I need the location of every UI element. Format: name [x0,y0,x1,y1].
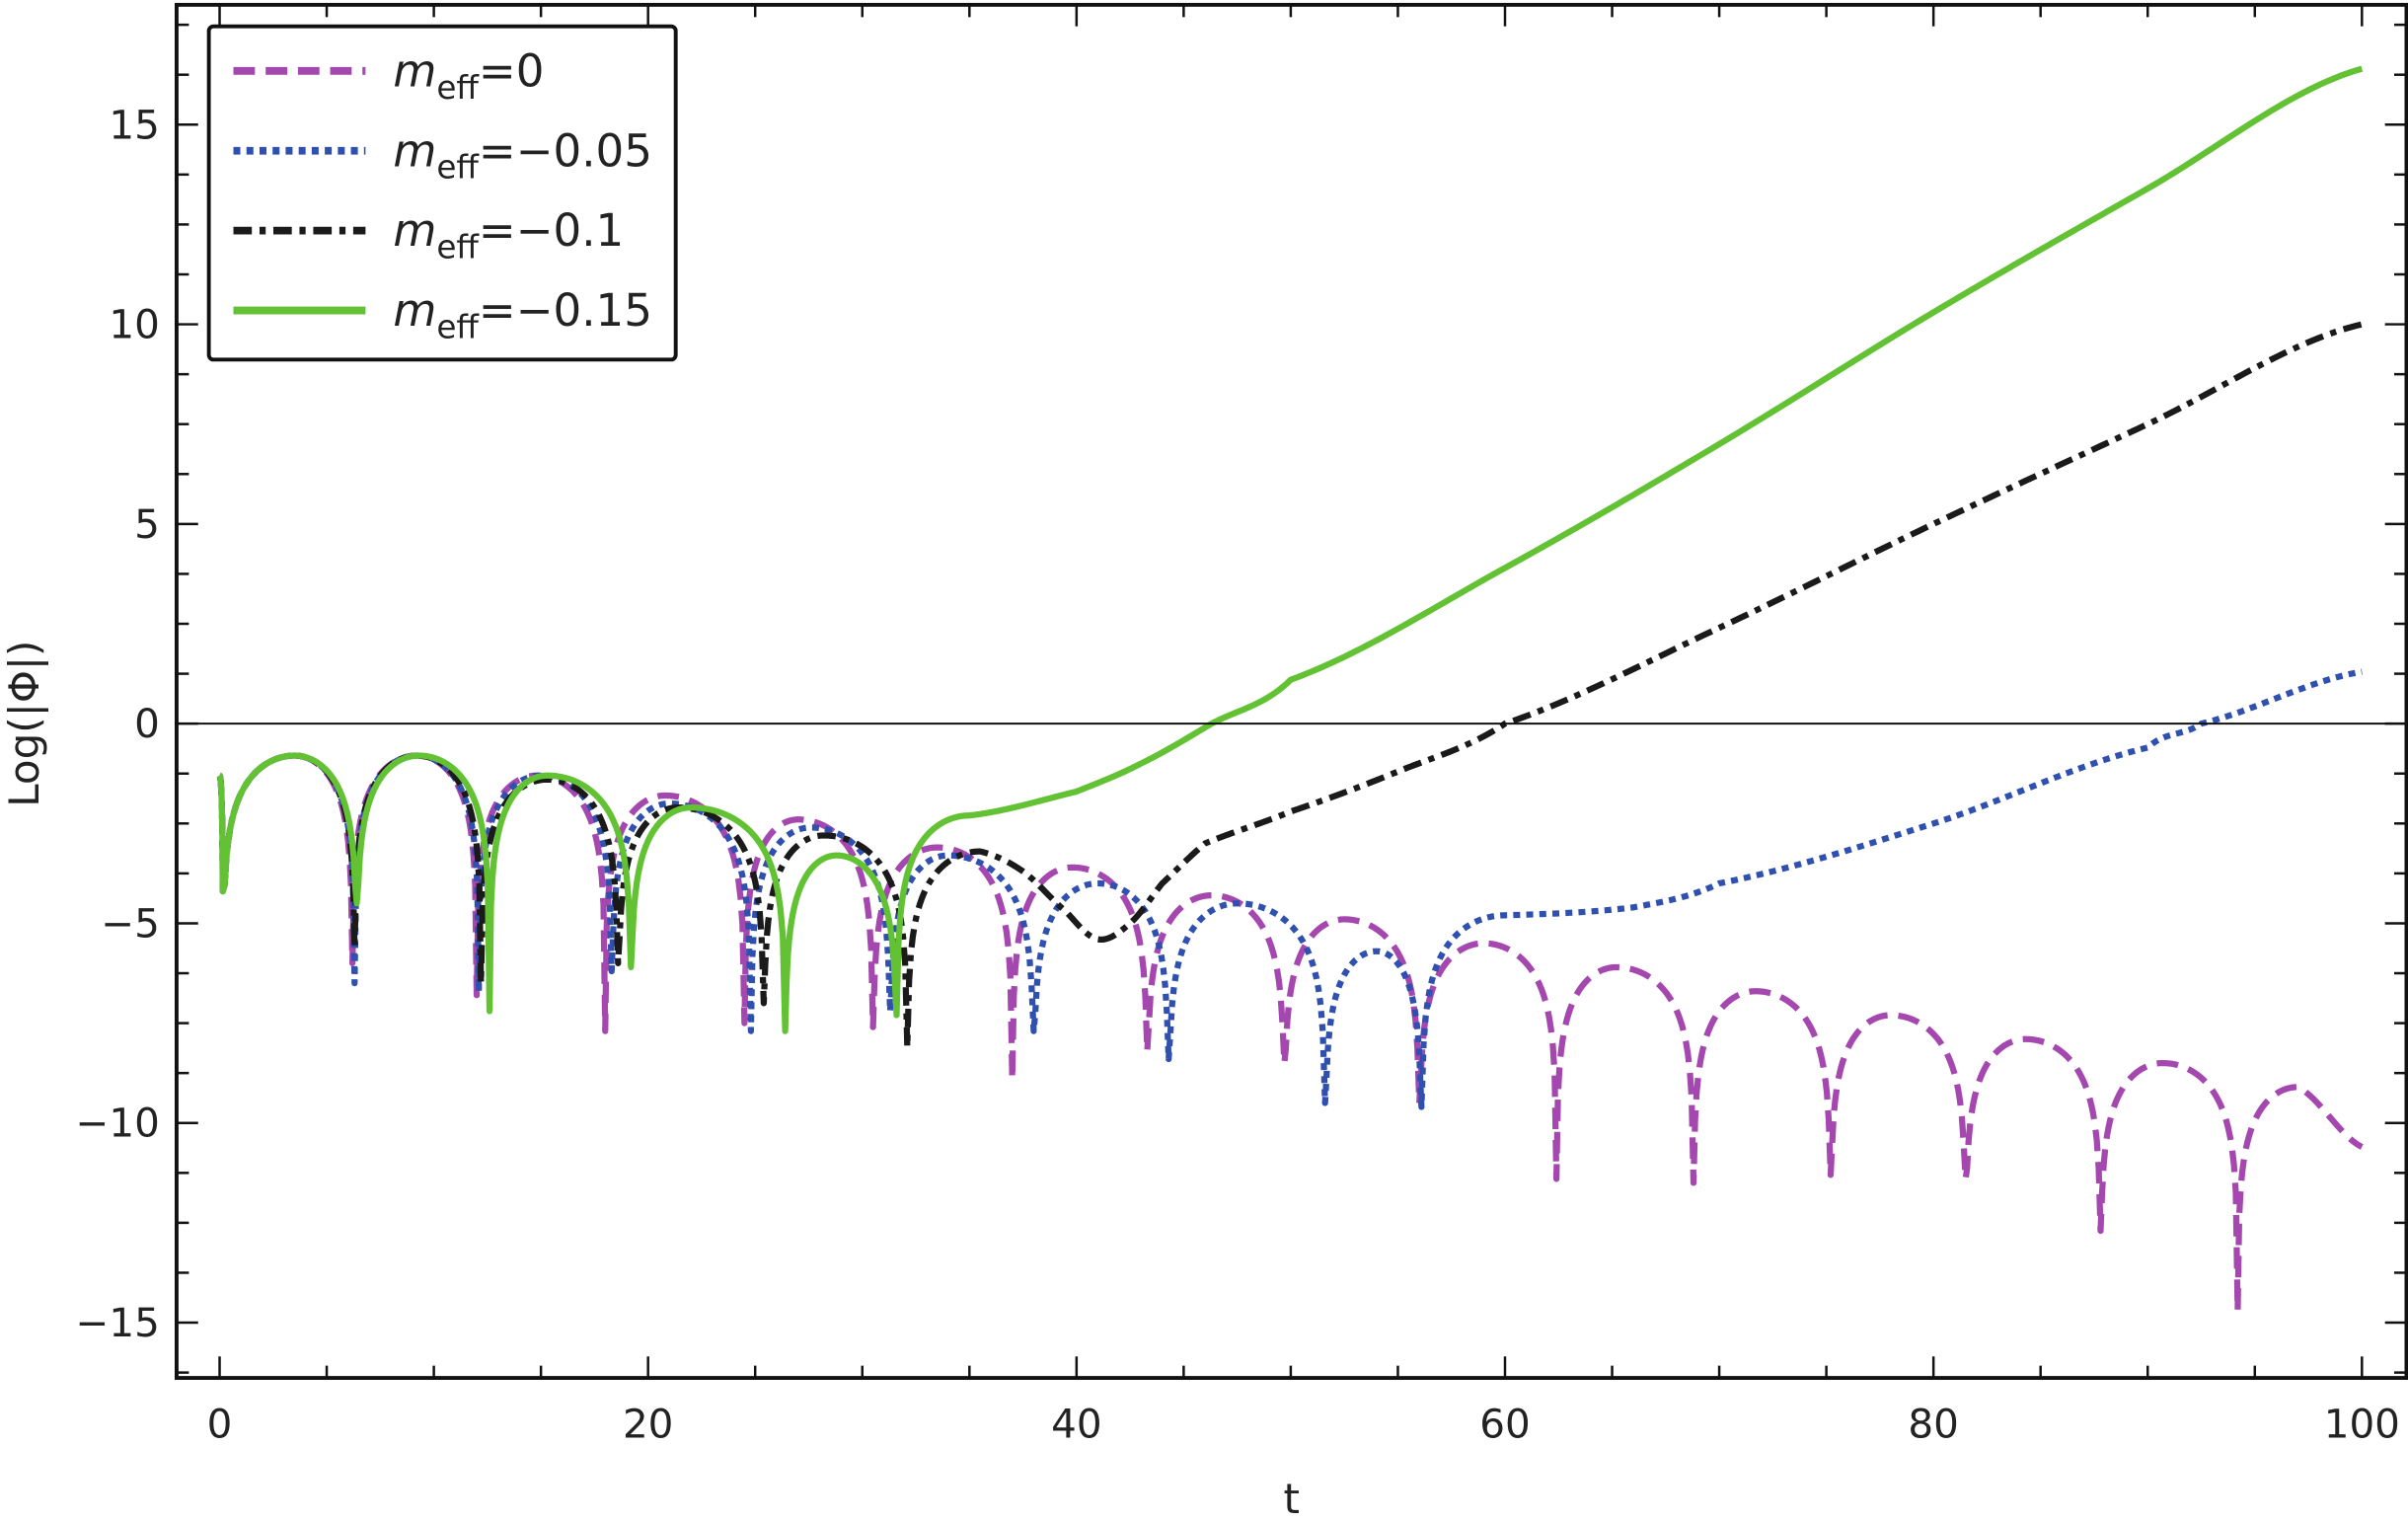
x-axis-label: t [1283,1475,1299,1521]
legend-subscript: eff [436,309,480,346]
axis-ticks [176,4,2407,1379]
y-axis-label: Log(|Φ|) [0,641,48,807]
x-tick-label: 40 [1051,1401,1101,1448]
series-line-2 [216,321,2364,1050]
x-tick-label: 20 [623,1401,673,1448]
y-tick-label: 0 [134,700,160,747]
legend-symbol: m [393,284,436,337]
legend-value: =−0.1 [479,204,624,257]
legend-label-1: meff=−0.05 [393,124,652,186]
tick-labels: 0 20 40 60 80 100 −15 −10 −5 0 5 10 15 [75,101,2399,1447]
legend-subscript: eff [436,69,480,107]
legend-label-2: meff=−0.1 [393,204,624,266]
y-tick-label: 5 [134,500,160,548]
legend-value: =−0.05 [479,124,652,177]
y-tick-label: −15 [75,1299,159,1346]
series-line-3 [216,65,2364,1034]
legend-box [206,24,678,362]
x-tick-label: 60 [1479,1401,1530,1448]
legend-subscript: eff [436,149,480,187]
legend-value: =0 [479,44,544,97]
x-tick-label: 100 [2324,1401,2400,1448]
legend-subscript: eff [436,229,480,266]
plot-curves [216,65,2364,1315]
legend-symbol: m [393,44,436,97]
series-line-0 [216,752,2364,1315]
legend-label-3: meff=−0.15 [393,284,652,345]
y-tick-label: 10 [109,301,159,348]
y-tick-label: −5 [101,899,160,947]
legend-symbol: m [393,124,436,177]
legend-label-0: meff=0 [393,44,544,106]
legend-value: =−0.15 [479,284,652,337]
x-tick-label: 0 [207,1401,233,1448]
y-tick-label: −10 [75,1100,159,1147]
y-tick-label: 15 [109,101,159,148]
x-tick-label: 80 [1908,1401,1958,1448]
plot-frame [175,2,2408,1381]
legend-symbol: m [393,204,436,257]
